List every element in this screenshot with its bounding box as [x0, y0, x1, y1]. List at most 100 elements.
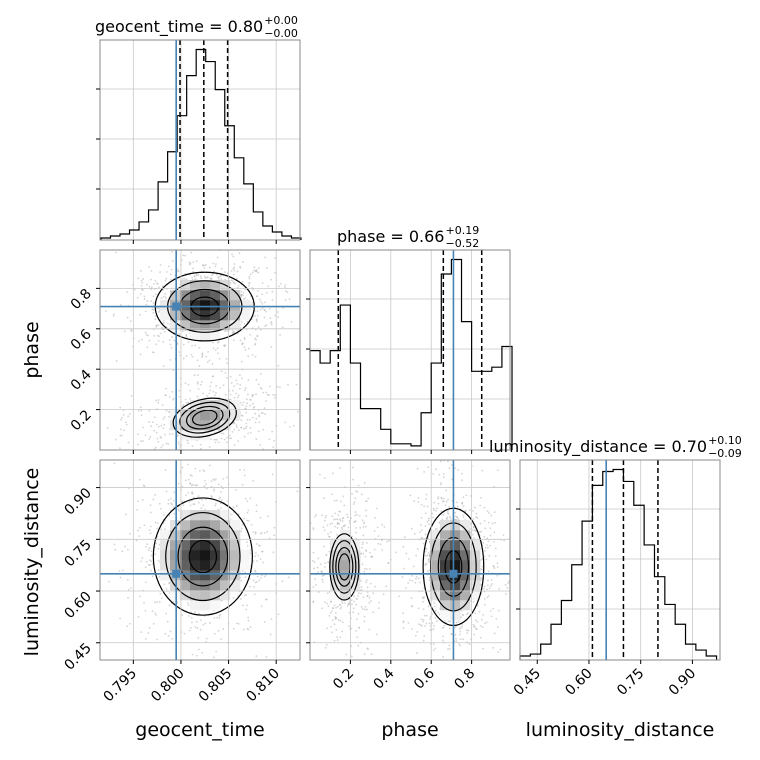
density-cell: [200, 540, 211, 551]
scatter-point: [212, 478, 215, 481]
scatter-point: [191, 653, 194, 656]
scatter-point: [496, 626, 499, 628]
scatter-point: [240, 419, 243, 422]
scatter-point: [296, 410, 299, 413]
density-cell: [210, 530, 221, 541]
scatter-point: [212, 262, 215, 265]
scatter-point: [457, 469, 460, 471]
scatter-point: [177, 441, 180, 443]
scatter-point: [476, 517, 479, 519]
scatter-point: [201, 354, 204, 357]
scatter-point: [461, 625, 463, 628]
scatter-point: [269, 317, 272, 320]
scatter-point: [191, 276, 193, 279]
scatter-point: [143, 524, 146, 527]
scatter-point: [194, 344, 196, 347]
scatter-point: [238, 252, 241, 254]
scatter-point: [265, 400, 267, 402]
scatter-point: [241, 523, 244, 526]
scatter-point: [213, 438, 216, 441]
scatter-point: [246, 519, 248, 522]
scatter-point: [240, 293, 243, 296]
scatter-point: [339, 607, 342, 610]
scatter-point: [497, 651, 500, 653]
scatter-point: [497, 609, 500, 612]
scatter-point: [168, 433, 171, 436]
scatter-point: [222, 384, 225, 387]
density-cell: [180, 410, 191, 421]
scatter-point: [160, 424, 163, 427]
scatter-point: [465, 629, 468, 632]
scatter-point: [150, 300, 153, 302]
scatter-point: [341, 528, 344, 530]
scatter-point: [330, 610, 333, 612]
scatter-point: [157, 569, 160, 571]
scatter-point: [323, 529, 326, 532]
scatter-point: [237, 513, 240, 516]
scatter-point: [435, 468, 438, 471]
scatter-point: [423, 614, 426, 617]
scatter-point: [286, 291, 289, 294]
scatter-point: [213, 490, 216, 492]
scatter-point: [252, 560, 255, 563]
x-tick-label: 0.8: [451, 666, 478, 693]
scatter-point: [247, 509, 250, 512]
scatter-point: [243, 435, 246, 438]
scatter-point: [361, 563, 364, 566]
density-cell: [170, 520, 181, 531]
scatter-point: [202, 264, 204, 266]
scatter-point: [210, 438, 212, 441]
scatter-point: [64, 319, 66, 321]
density-cell: [200, 560, 211, 571]
scatter-point: [296, 490, 299, 493]
scatter-point: [223, 454, 225, 456]
scatter-point: [276, 385, 279, 388]
scatter-point: [263, 316, 266, 319]
density-cell: [220, 570, 231, 581]
scatter-point: [496, 562, 499, 565]
scatter-point: [165, 271, 168, 273]
scatter-point: [352, 478, 354, 481]
scatter-point: [189, 504, 192, 507]
scatter-point: [185, 278, 188, 281]
x-tick-label: 0.75: [614, 666, 647, 699]
density-cell: [430, 590, 441, 601]
density-cell: [160, 570, 171, 581]
scatter-point: [411, 579, 414, 582]
scatter-point: [472, 601, 475, 603]
scatter-point: [287, 383, 289, 386]
scatter-point: [375, 633, 378, 636]
scatter-point: [239, 598, 242, 600]
scatter-point: [386, 540, 389, 543]
scatter-point: [321, 575, 324, 577]
panel-title-geocent_time: geocent_time = 0.80: [95, 17, 263, 37]
joint-panel-phase-luminosity_distance: [310, 460, 510, 658]
scatter-point: [137, 277, 140, 280]
scatter-point: [490, 585, 492, 587]
scatter-point: [445, 500, 448, 503]
scatter-point: [281, 326, 284, 329]
scatter-point: [357, 484, 360, 487]
scatter-point: [363, 653, 366, 655]
scatter-point: [158, 502, 161, 505]
scatter-point: [173, 491, 176, 494]
scatter-point: [236, 426, 238, 428]
scatter-point: [199, 275, 202, 278]
scatter-point: [457, 518, 460, 521]
density-cell: [430, 580, 441, 591]
density-cell: [230, 300, 241, 311]
density-cell: [430, 530, 441, 541]
scatter-point: [440, 496, 443, 499]
scatter-point: [248, 284, 250, 287]
scatter-point: [240, 579, 243, 582]
scatter-point: [348, 611, 351, 614]
scatter-point: [263, 532, 266, 534]
scatter-point: [366, 586, 369, 589]
scatter-point: [165, 490, 168, 493]
scatter-point: [443, 624, 446, 627]
scatter-point: [191, 483, 194, 486]
scatter-point: [187, 491, 190, 494]
scatter-point: [355, 531, 358, 534]
scatter-point: [437, 502, 440, 505]
scatter-point: [246, 679, 248, 681]
